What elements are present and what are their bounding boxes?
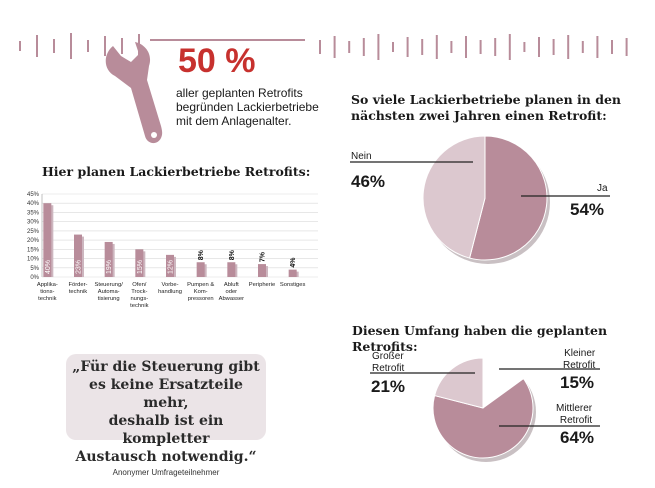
- pie-chart-retrofit-plans: [350, 135, 610, 264]
- decorative-ticks-right: [319, 34, 628, 60]
- bar: [135, 249, 144, 277]
- x-tick-label: tions-: [40, 289, 54, 295]
- bar: [166, 254, 174, 277]
- x-tick-label: Ofen/: [132, 282, 147, 288]
- decorative-header: [19, 33, 628, 60]
- pie-slice: [433, 357, 484, 409]
- x-tick-label: nungs-: [130, 296, 148, 302]
- quote-box: „Für die Steuerung gibt es keine Ersatzt…: [66, 354, 266, 477]
- x-tick-label: technik: [38, 296, 56, 302]
- x-tick-label: Vorbe-: [161, 282, 178, 288]
- pie2-klein-value: 15%: [560, 373, 595, 392]
- pie2-mittel-value: 64%: [560, 428, 595, 447]
- decorative-ticks-left: [19, 33, 140, 59]
- bar: [104, 241, 113, 277]
- y-tick-label: 30%: [27, 220, 40, 226]
- pie1-nein-label: Nein: [351, 151, 372, 162]
- bar: [196, 262, 205, 277]
- highlight-text-line: aller geplanten Retrofits: [176, 86, 303, 100]
- y-tick-label: 25%: [27, 229, 40, 235]
- pie2-mittel-label-line: Mittlerer: [556, 403, 593, 414]
- x-tick-label: Peripherie: [249, 282, 275, 288]
- bar: [288, 269, 297, 277]
- pie1-ja-value: 54%: [570, 200, 605, 219]
- quote-line: deshalb ist ein kompletter: [108, 413, 224, 447]
- y-tick-label: 5%: [30, 266, 39, 272]
- x-tick-label: tisierung: [98, 296, 120, 302]
- bar-chart: 0% 5% 10% 15% 20% 25% 30% 35% 40% 45% 40% Applika-t…: [27, 192, 318, 309]
- quote-source: Anonymer Umfrageteilnehmer: [112, 468, 220, 477]
- pie2-klein-label: Kleiner Retrofit: [563, 348, 595, 372]
- pie2-title: Diesen Umfang haben die geplanten Retrof…: [352, 323, 608, 354]
- x-tick-label: pressoren: [188, 296, 214, 302]
- highlight-value: 50 %: [178, 42, 256, 80]
- bar-value-label: 7%: [260, 251, 267, 262]
- bar-value-label: 4%: [290, 257, 297, 268]
- pie-chart-retrofit-scope: [370, 357, 600, 462]
- pie-slice: [468, 135, 548, 261]
- pie2-mittel-label-line: Retrofit: [559, 415, 593, 426]
- pie2-gross-label-line: Retrofit: [372, 363, 405, 374]
- x-tick-label: Steuerung/: [94, 282, 123, 288]
- x-tick-label: Sonstiges: [280, 282, 306, 288]
- x-tick-label: Trock-: [131, 289, 147, 295]
- pie2-klein-label-line: Kleiner: [564, 348, 596, 359]
- x-tick-label: Pumpen &: [187, 282, 214, 288]
- pie2-mittel-label: Mittlerer Retrofit: [556, 403, 592, 427]
- pie-slice: [422, 135, 486, 259]
- wrench-icon: [105, 42, 163, 144]
- highlight-text: aller geplanten Retrofits begründen Lack…: [176, 86, 319, 128]
- pie1-title: So viele Lackierbetriebe planen in den n…: [351, 92, 621, 124]
- y-tick-label: 45%: [27, 192, 40, 198]
- pie1-ja-label: Ja: [597, 183, 608, 194]
- highlight-text-line: begründen Lackierbetriebe: [176, 100, 319, 114]
- x-tick-label: Kom-: [194, 289, 208, 295]
- quote-line: „Für die Steuerung gibt: [72, 359, 260, 375]
- bar: [74, 234, 82, 277]
- y-tick-label: 35%: [27, 210, 40, 216]
- pie1-title-line: So viele Lackierbetriebe planen in den: [351, 92, 622, 107]
- bar-value-label: 19%: [106, 260, 113, 274]
- y-tick-label: 10%: [27, 257, 40, 263]
- pie2-gross-value: 21%: [371, 377, 406, 396]
- highlight-text-line: mit dem Anlagenalter.: [176, 114, 292, 128]
- x-tick-label: Automa-: [98, 289, 120, 295]
- quote-text: „Für die Steuerung gibt es keine Ersatzt…: [66, 354, 266, 466]
- x-tick-label: Förder-: [68, 282, 87, 288]
- x-tick-label: Abwasser: [219, 296, 245, 302]
- x-tick-label: technik: [130, 303, 148, 309]
- x-tick-label: Applika-: [37, 282, 58, 288]
- pie2-gross-label: Großer Retrofit: [372, 351, 404, 375]
- bar-value-label: 15%: [137, 260, 144, 274]
- bar-value-label: 12%: [168, 260, 175, 274]
- bar: [258, 264, 266, 277]
- bar: [43, 203, 52, 277]
- y-tick-label: 20%: [27, 238, 40, 244]
- x-tick-label: oder: [226, 289, 238, 295]
- pie-slice: [432, 377, 534, 459]
- y-tick-label: 15%: [27, 247, 40, 253]
- pie1-nein-value: 46%: [351, 172, 386, 191]
- quote-line: es keine Ersatzteile mehr,: [89, 377, 243, 411]
- pie2-gross-label-line: Großer: [372, 351, 404, 362]
- x-tick-label: Abluft: [224, 282, 239, 288]
- y-tick-label: 40%: [27, 201, 40, 207]
- y-tick-label: 0%: [30, 275, 39, 281]
- bar-value-label: 8%: [198, 249, 205, 260]
- pie1-title-line: nächsten zwei Jahren einen Retrofit:: [351, 108, 607, 123]
- x-tick-label: handlung: [158, 289, 182, 295]
- bar-chart-title: Hier planen Lackierbetriebe Retrofits:: [42, 164, 311, 179]
- bar-value-label: 8%: [229, 249, 236, 260]
- bar: [227, 262, 236, 277]
- x-tick-label: technik: [69, 289, 87, 295]
- quote-line: Austausch notwendig.“: [75, 449, 257, 465]
- bar-value-label: 40%: [45, 260, 52, 274]
- bar-value-label: 23%: [76, 260, 83, 274]
- pie2-klein-label-line: Retrofit: [563, 360, 596, 371]
